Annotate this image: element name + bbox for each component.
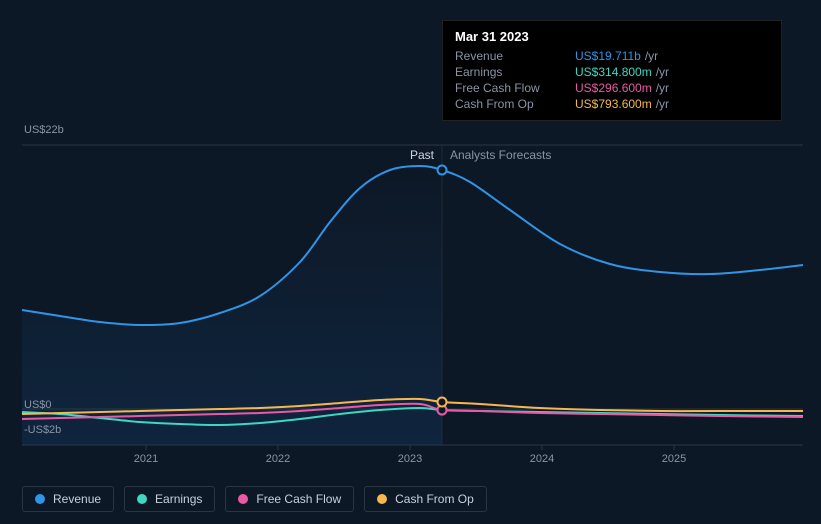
tooltip-row-label: Free Cash Flow: [455, 81, 575, 95]
tooltip-row-unit: /yr: [656, 97, 669, 111]
legend-swatch: [238, 494, 248, 504]
x-axis-tick-label: 2025: [662, 453, 686, 465]
financials-chart: 20212022202320242025 US$22b US$0 -US$2b …: [0, 0, 821, 524]
tooltip-row-unit: /yr: [645, 49, 658, 63]
series-marker-cfo: [438, 398, 447, 407]
tooltip-row: EarningsUS$314.800m/yr: [455, 64, 769, 80]
x-axis-tick-label: 2021: [134, 453, 158, 465]
chart-tooltip: Mar 31 2023 RevenueUS$19.711b/yrEarnings…: [442, 20, 782, 121]
x-axis-tick-label: 2023: [398, 453, 422, 465]
legend-label: Free Cash Flow: [256, 492, 341, 506]
legend-swatch: [377, 494, 387, 504]
section-label-past: Past: [410, 148, 434, 162]
series-marker-revenue: [438, 166, 447, 175]
legend-item-earnings[interactable]: Earnings: [124, 486, 215, 512]
legend-swatch: [35, 494, 45, 504]
tooltip-row: Free Cash FlowUS$296.600m/yr: [455, 80, 769, 96]
legend-label: Revenue: [53, 492, 101, 506]
tooltip-row-value: US$296.600m: [575, 81, 652, 95]
legend-item-fcf[interactable]: Free Cash Flow: [225, 486, 354, 512]
tooltip-row-value: US$314.800m: [575, 65, 652, 79]
x-axis-tick-label: 2024: [530, 453, 554, 465]
tooltip-row: Cash From OpUS$793.600m/yr: [455, 96, 769, 112]
legend-swatch: [137, 494, 147, 504]
tooltip-row-unit: /yr: [656, 65, 669, 79]
y-axis-label-zero: US$0: [24, 399, 52, 411]
section-label-forecasts: Analysts Forecasts: [450, 148, 551, 162]
x-axis-tick-label: 2022: [266, 453, 290, 465]
tooltip-row-label: Cash From Op: [455, 97, 575, 111]
tooltip-row-value: US$793.600m: [575, 97, 652, 111]
tooltip-row-label: Earnings: [455, 65, 575, 79]
tooltip-row-value: US$19.711b: [575, 49, 641, 63]
tooltip-row: RevenueUS$19.711b/yr: [455, 48, 769, 64]
tooltip-date: Mar 31 2023: [455, 29, 769, 44]
legend-item-cfo[interactable]: Cash From Op: [364, 486, 487, 512]
legend-label: Earnings: [155, 492, 202, 506]
y-axis-label-top: US$22b: [24, 124, 64, 136]
tooltip-row-unit: /yr: [656, 81, 669, 95]
tooltip-row-label: Revenue: [455, 49, 575, 63]
y-axis-label-neg: -US$2b: [24, 424, 61, 436]
legend-item-revenue[interactable]: Revenue: [22, 486, 114, 512]
chart-legend: Revenue Earnings Free Cash Flow Cash From O…: [22, 486, 487, 512]
legend-label: Cash From Op: [395, 492, 474, 506]
